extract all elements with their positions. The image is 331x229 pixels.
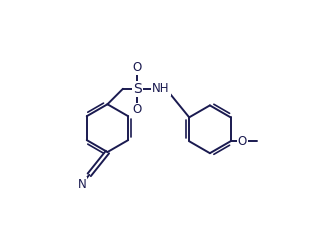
Text: O: O: [132, 104, 142, 117]
Text: NH: NH: [152, 82, 170, 95]
Text: O: O: [238, 135, 247, 148]
Text: O: O: [132, 61, 142, 74]
Text: N: N: [77, 178, 86, 191]
Text: S: S: [133, 82, 141, 96]
